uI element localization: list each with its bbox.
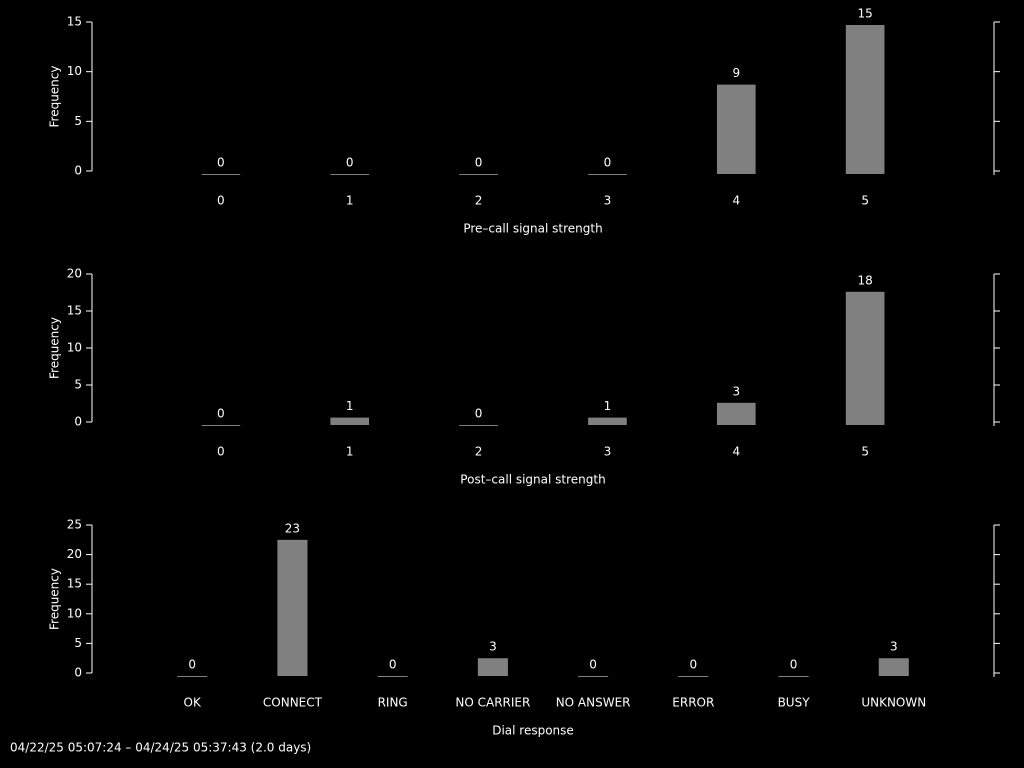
y-tick-label: 20 bbox=[67, 267, 82, 281]
x-tick-label: UNKNOWN bbox=[861, 696, 926, 710]
y-tick-label: 0 bbox=[74, 415, 82, 429]
x-tick-label: 4 bbox=[732, 194, 740, 208]
y-tick-label: 10 bbox=[67, 341, 82, 355]
y-axis-label: Frequency bbox=[48, 66, 62, 128]
bar bbox=[878, 658, 909, 676]
bar bbox=[459, 425, 498, 426]
value-label: 1 bbox=[604, 399, 612, 413]
y-tick-label: 5 bbox=[74, 114, 82, 128]
y-tick-label: 20 bbox=[67, 547, 82, 561]
x-tick-label: NO ANSWER bbox=[556, 696, 631, 710]
value-label: 0 bbox=[790, 658, 798, 672]
x-tick-label: 2 bbox=[475, 445, 483, 459]
x-tick-label: 0 bbox=[217, 445, 225, 459]
bar bbox=[377, 676, 408, 677]
x-tick-label: ERROR bbox=[672, 696, 714, 710]
y-tick-label: 0 bbox=[74, 164, 82, 178]
x-axis-label: Pre–call signal strength bbox=[463, 222, 602, 236]
bar bbox=[277, 539, 308, 676]
value-label: 0 bbox=[690, 658, 698, 672]
y-axis-label: Frequency bbox=[48, 317, 62, 379]
x-tick-label: 3 bbox=[604, 445, 612, 459]
bar bbox=[330, 417, 370, 425]
x-tick-label: 1 bbox=[346, 445, 354, 459]
y-tick-label: 25 bbox=[67, 518, 82, 532]
value-label: 3 bbox=[489, 640, 497, 654]
value-label: 18 bbox=[858, 273, 873, 287]
value-label: 0 bbox=[475, 407, 483, 421]
bar bbox=[716, 402, 756, 425]
y-tick-label: 15 bbox=[67, 15, 82, 29]
x-tick-label: 2 bbox=[475, 194, 483, 208]
x-tick-label: 1 bbox=[346, 194, 354, 208]
value-label: 0 bbox=[389, 658, 397, 672]
bar bbox=[477, 658, 508, 676]
value-label: 0 bbox=[589, 658, 597, 672]
bar bbox=[845, 291, 885, 425]
value-label: 15 bbox=[858, 7, 873, 21]
y-axis-label: Frequency bbox=[48, 568, 62, 630]
y-tick-label: 0 bbox=[74, 666, 82, 680]
bar bbox=[678, 676, 709, 677]
bar bbox=[201, 174, 241, 175]
x-tick-label: NO CARRIER bbox=[455, 696, 530, 710]
bar bbox=[578, 676, 609, 677]
value-label: 0 bbox=[217, 156, 225, 170]
x-axis-label: Post–call signal strength bbox=[460, 473, 605, 487]
x-axis-label: Dial response bbox=[492, 724, 574, 738]
value-label: 0 bbox=[346, 156, 354, 170]
y-tick-label: 15 bbox=[67, 304, 82, 318]
value-label: 0 bbox=[475, 156, 483, 170]
x-tick-label: 5 bbox=[861, 194, 869, 208]
value-label: 3 bbox=[890, 640, 898, 654]
bar bbox=[778, 676, 809, 677]
x-tick-label: RING bbox=[378, 696, 408, 710]
x-tick-label: BUSY bbox=[778, 696, 811, 710]
bar bbox=[330, 174, 370, 175]
bar bbox=[716, 84, 756, 174]
value-label: 0 bbox=[217, 407, 225, 421]
x-tick-label: OK bbox=[184, 696, 202, 710]
value-label: 0 bbox=[604, 156, 612, 170]
value-label: 1 bbox=[346, 399, 354, 413]
bar bbox=[459, 174, 498, 175]
value-label: 3 bbox=[732, 384, 740, 398]
bar bbox=[845, 25, 885, 174]
value-label: 9 bbox=[732, 66, 740, 80]
bar bbox=[177, 676, 208, 677]
x-tick-label: 3 bbox=[604, 194, 612, 208]
bar bbox=[201, 425, 241, 426]
y-tick-label: 10 bbox=[67, 64, 82, 78]
y-tick-label: 15 bbox=[67, 577, 82, 591]
y-tick-label: 5 bbox=[74, 636, 82, 650]
value-label: 23 bbox=[285, 521, 300, 535]
y-tick-label: 5 bbox=[74, 378, 82, 392]
footer: 04/22/25 05:07:24 – 04/24/25 05:37:43 (2… bbox=[10, 741, 311, 755]
x-tick-label: 0 bbox=[217, 194, 225, 208]
x-tick-label: CONNECT bbox=[263, 696, 323, 710]
y-tick-label: 10 bbox=[67, 606, 82, 620]
x-tick-label: 5 bbox=[861, 445, 869, 459]
bar bbox=[588, 174, 627, 175]
x-tick-label: 4 bbox=[732, 445, 740, 459]
bar bbox=[588, 417, 627, 425]
value-label: 0 bbox=[188, 658, 196, 672]
